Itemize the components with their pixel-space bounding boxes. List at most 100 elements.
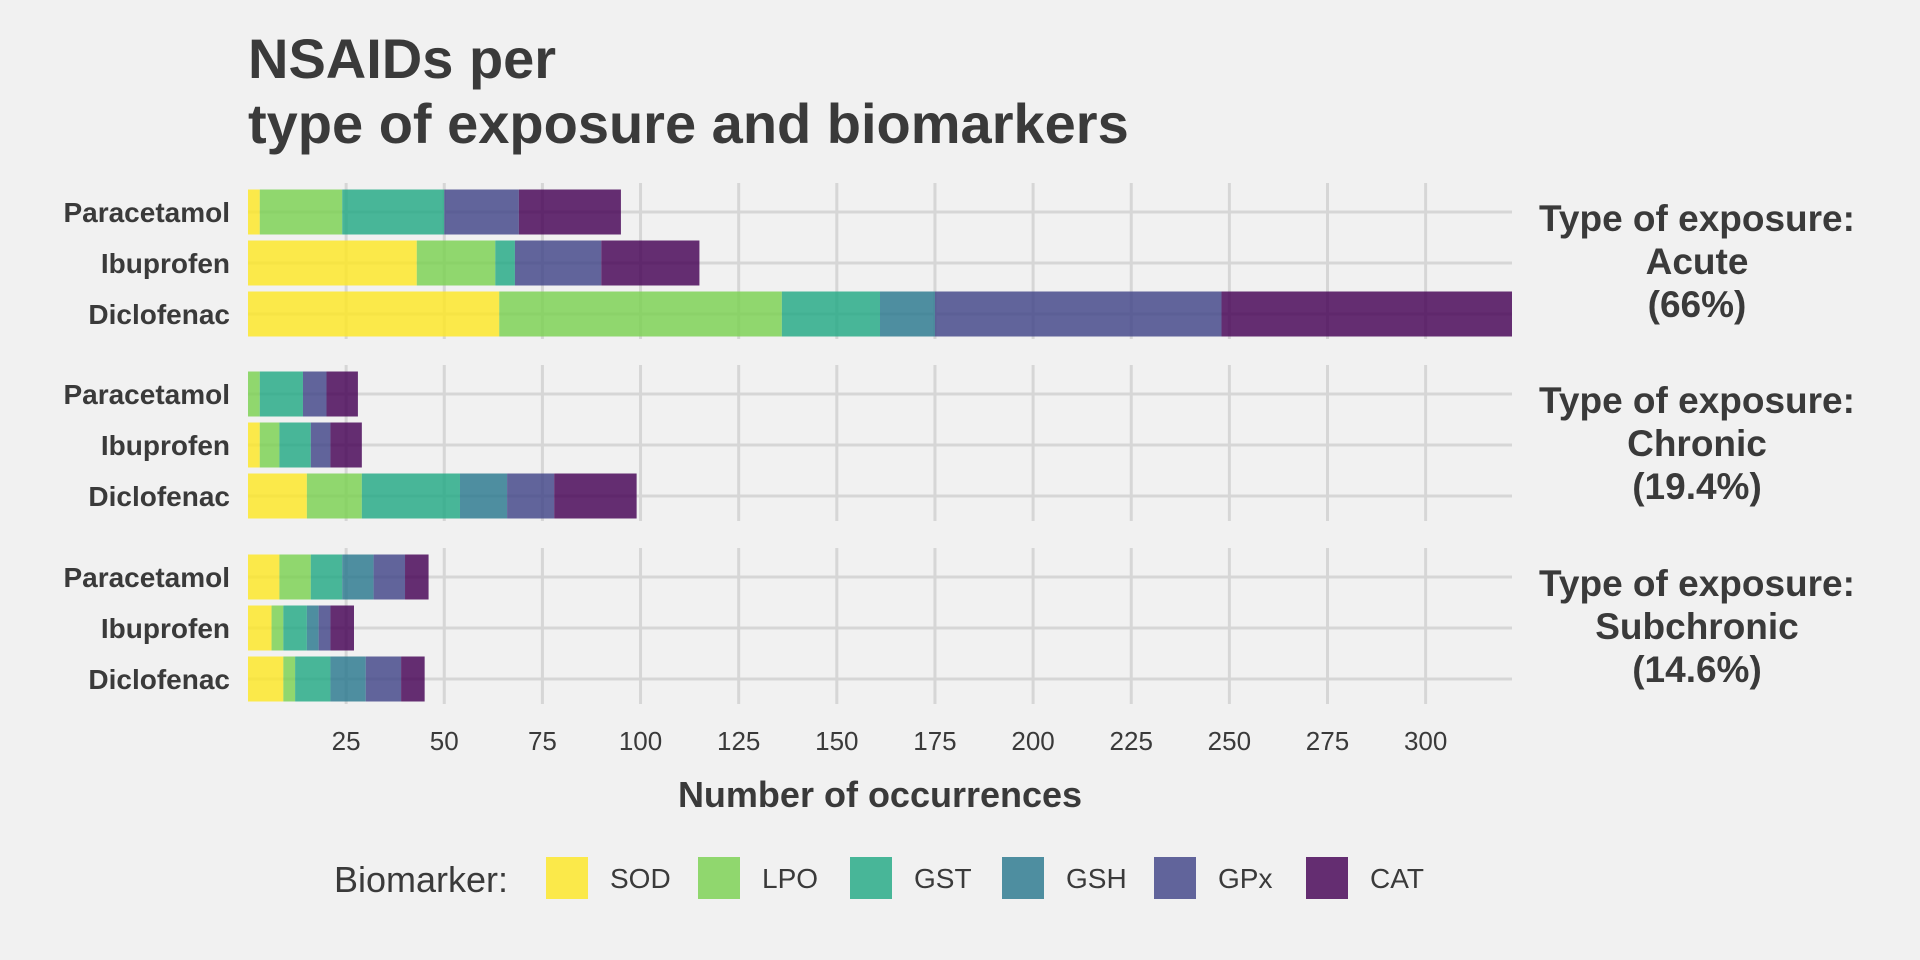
bar-segment-gpx xyxy=(507,473,555,519)
facet-label-line: Type of exposure: xyxy=(1539,380,1855,421)
bar-segment-lpo xyxy=(279,554,311,600)
x-tick-label: 125 xyxy=(717,726,760,756)
bar-segment-gst xyxy=(361,473,460,519)
bar-segment-gsh xyxy=(306,605,319,651)
bar-segment-gpx xyxy=(365,656,402,702)
bar-segment-gst xyxy=(279,422,311,468)
x-tick-label: 175 xyxy=(913,726,956,756)
legend-swatch-gst xyxy=(850,857,892,899)
bar-segment-sod xyxy=(248,605,272,651)
bar-segment-sod xyxy=(248,189,260,235)
category-label: Ibuprofen xyxy=(101,613,230,644)
x-tick-label: 225 xyxy=(1110,726,1153,756)
chart-title-line: type of exposure and biomarkers xyxy=(248,92,1129,155)
category-label: Paracetamol xyxy=(63,562,230,593)
bar-segment-cat xyxy=(330,422,362,468)
bar-segment-cat xyxy=(405,554,429,600)
x-tick-label: 100 xyxy=(619,726,662,756)
x-tick-label: 75 xyxy=(528,726,557,756)
bar-segment-gst xyxy=(259,371,303,417)
bar-segment-lpo xyxy=(499,291,782,337)
x-tick-label: 300 xyxy=(1404,726,1447,756)
bar-segment-cat xyxy=(1221,291,1512,337)
facet-label-line: (66%) xyxy=(1648,284,1747,325)
bar-segment-gsh xyxy=(342,554,374,600)
facet-label-line: (14.6%) xyxy=(1632,649,1762,690)
category-label: Diclofenac xyxy=(88,481,230,512)
legend-label: GST xyxy=(914,863,972,894)
legend-swatch-sod xyxy=(546,857,588,899)
bar-segment-cat xyxy=(326,371,358,417)
bar-segment-cat xyxy=(330,605,354,651)
x-tick-label: 275 xyxy=(1306,726,1349,756)
x-tick-label: 150 xyxy=(815,726,858,756)
bar-segment-gpx xyxy=(514,240,602,286)
category-label: Paracetamol xyxy=(63,379,230,410)
bar-segment-lpo xyxy=(259,422,280,468)
bar-segment-gst xyxy=(283,605,307,651)
bar-segment-gst xyxy=(495,240,515,286)
bar-segment-sod xyxy=(248,473,307,519)
bar-segment-sod xyxy=(248,422,260,468)
legend-swatch-gsh xyxy=(1002,857,1044,899)
facet-label-line: Type of exposure: xyxy=(1539,563,1855,604)
legend-swatch-lpo xyxy=(698,857,740,899)
bar-segment-lpo xyxy=(271,605,284,651)
legend-label: SOD xyxy=(610,863,671,894)
bar-segment-lpo xyxy=(259,189,343,235)
facet-label-line: Type of exposure: xyxy=(1539,198,1855,239)
bar-segment-gpx xyxy=(310,422,331,468)
category-label: Diclofenac xyxy=(88,299,230,330)
bar-segment-lpo xyxy=(248,371,260,417)
x-axis: 25 50 75 100 125 150 175 200 225 250 275 300 Number … xyxy=(332,726,1448,815)
category-label: Paracetamol xyxy=(63,197,230,228)
bar-segment-gpx xyxy=(934,291,1222,337)
legend: Biomarker: SOD LPO GST GSH GPx CAT xyxy=(334,857,1424,900)
legend-label: GPx xyxy=(1218,863,1272,894)
x-tick-label: 25 xyxy=(332,726,361,756)
bar-segment-sod xyxy=(248,554,280,600)
bar-segment-lpo xyxy=(306,473,362,519)
bar-segment-gsh xyxy=(330,656,366,702)
bar-segment-gst xyxy=(781,291,880,337)
bar-segment-cat xyxy=(601,240,700,286)
facet-label-line: (19.4%) xyxy=(1632,466,1762,507)
bar-segment-gpx xyxy=(318,605,331,651)
bar-segment-sod xyxy=(248,291,500,337)
bar-segment-lpo xyxy=(416,240,496,286)
grid xyxy=(248,183,1512,704)
facet-label-line: Chronic xyxy=(1627,423,1767,464)
x-tick-label: 250 xyxy=(1208,726,1251,756)
category-label: Ibuprofen xyxy=(101,430,230,461)
x-tick-label: 200 xyxy=(1011,726,1054,756)
facet-labels: Type of exposure:Acute(66%)Type of expos… xyxy=(1539,198,1855,690)
bar-segment-sod xyxy=(248,656,284,702)
category-label: Diclofenac xyxy=(88,664,230,695)
category-labels: Paracetamol Ibuprofen Diclofenac Paracetamo… xyxy=(63,197,230,695)
bar-segment-cat xyxy=(401,656,425,702)
bar-segment-gst xyxy=(310,554,343,600)
bar-segment-gsh xyxy=(880,291,935,337)
bars xyxy=(248,189,1512,702)
bar-segment-gpx xyxy=(302,371,327,417)
bar-segment-gsh xyxy=(459,473,508,519)
bar-segment-sod xyxy=(248,240,417,286)
legend-label: LPO xyxy=(762,863,818,894)
legend-swatch-cat xyxy=(1306,857,1348,899)
bar-segment-lpo xyxy=(283,656,296,702)
bar-segment-gpx xyxy=(444,189,519,235)
x-axis-title: Number of occurrences xyxy=(678,774,1082,815)
facet-label-line: Subchronic xyxy=(1595,606,1799,647)
x-tick-label: 50 xyxy=(430,726,459,756)
bar-segment-gpx xyxy=(373,554,406,600)
bar-segment-gst xyxy=(295,656,331,702)
bar-segment-cat xyxy=(518,189,621,235)
legend-swatch-gpx xyxy=(1154,857,1196,899)
facet-label-line: Acute xyxy=(1646,241,1749,282)
category-label: Ibuprofen xyxy=(101,248,230,279)
legend-label: CAT xyxy=(1370,863,1424,894)
legend-title: Biomarker: xyxy=(334,859,508,900)
bar-segment-cat xyxy=(554,473,637,519)
